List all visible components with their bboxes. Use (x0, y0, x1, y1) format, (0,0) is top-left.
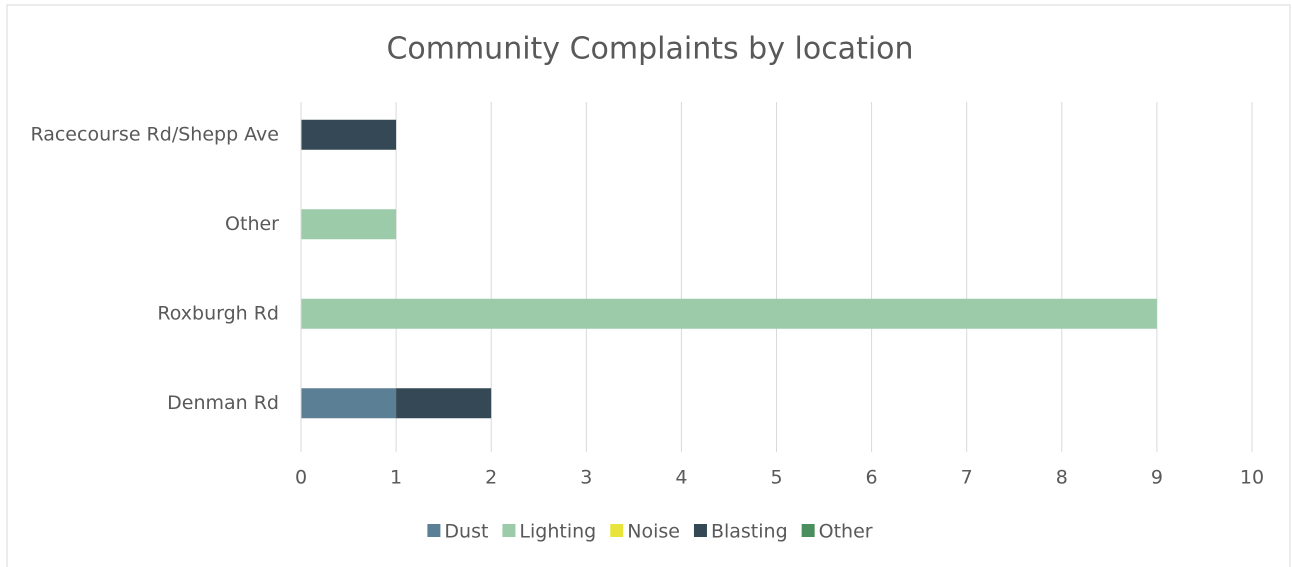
y-tick-label: Other (225, 213, 279, 235)
x-tick-label: 9 (1151, 467, 1163, 489)
legend-label: Dust (444, 521, 488, 543)
legend-label: Lighting (519, 521, 596, 543)
legend-swatch (427, 524, 441, 537)
legend-label: Noise (627, 521, 680, 543)
x-tick-label: 3 (580, 467, 592, 489)
bar (301, 209, 397, 240)
x-tick-label: 10 (1240, 467, 1264, 489)
y-tick-label: Roxburgh Rd (157, 302, 279, 324)
bar (301, 388, 397, 419)
legend-swatch (693, 524, 707, 537)
legend-label: Blasting (711, 521, 788, 543)
y-tick-label: Racecourse Rd/Shepp Ave (30, 123, 279, 145)
x-tick-label: 5 (770, 467, 782, 489)
bar (301, 298, 1157, 329)
legend-swatch (610, 524, 624, 537)
x-tick-label: 1 (390, 467, 402, 489)
x-tick-label: 8 (1056, 467, 1068, 489)
x-tick-label: 0 (295, 467, 307, 489)
bar (301, 119, 397, 150)
x-tick-label: 2 (485, 467, 497, 489)
bar (396, 388, 492, 419)
x-tick-label: 7 (961, 467, 973, 489)
legend-label: Other (819, 521, 873, 543)
x-tick-label: 4 (675, 467, 687, 489)
x-tick-label: 6 (866, 467, 878, 489)
chart-border (6, 4, 1291, 567)
chart-title: Community Complaints by location (386, 32, 913, 67)
y-tick-label: Denman Rd (167, 392, 279, 414)
legend-swatch (502, 524, 516, 537)
legend-swatch (801, 524, 815, 537)
